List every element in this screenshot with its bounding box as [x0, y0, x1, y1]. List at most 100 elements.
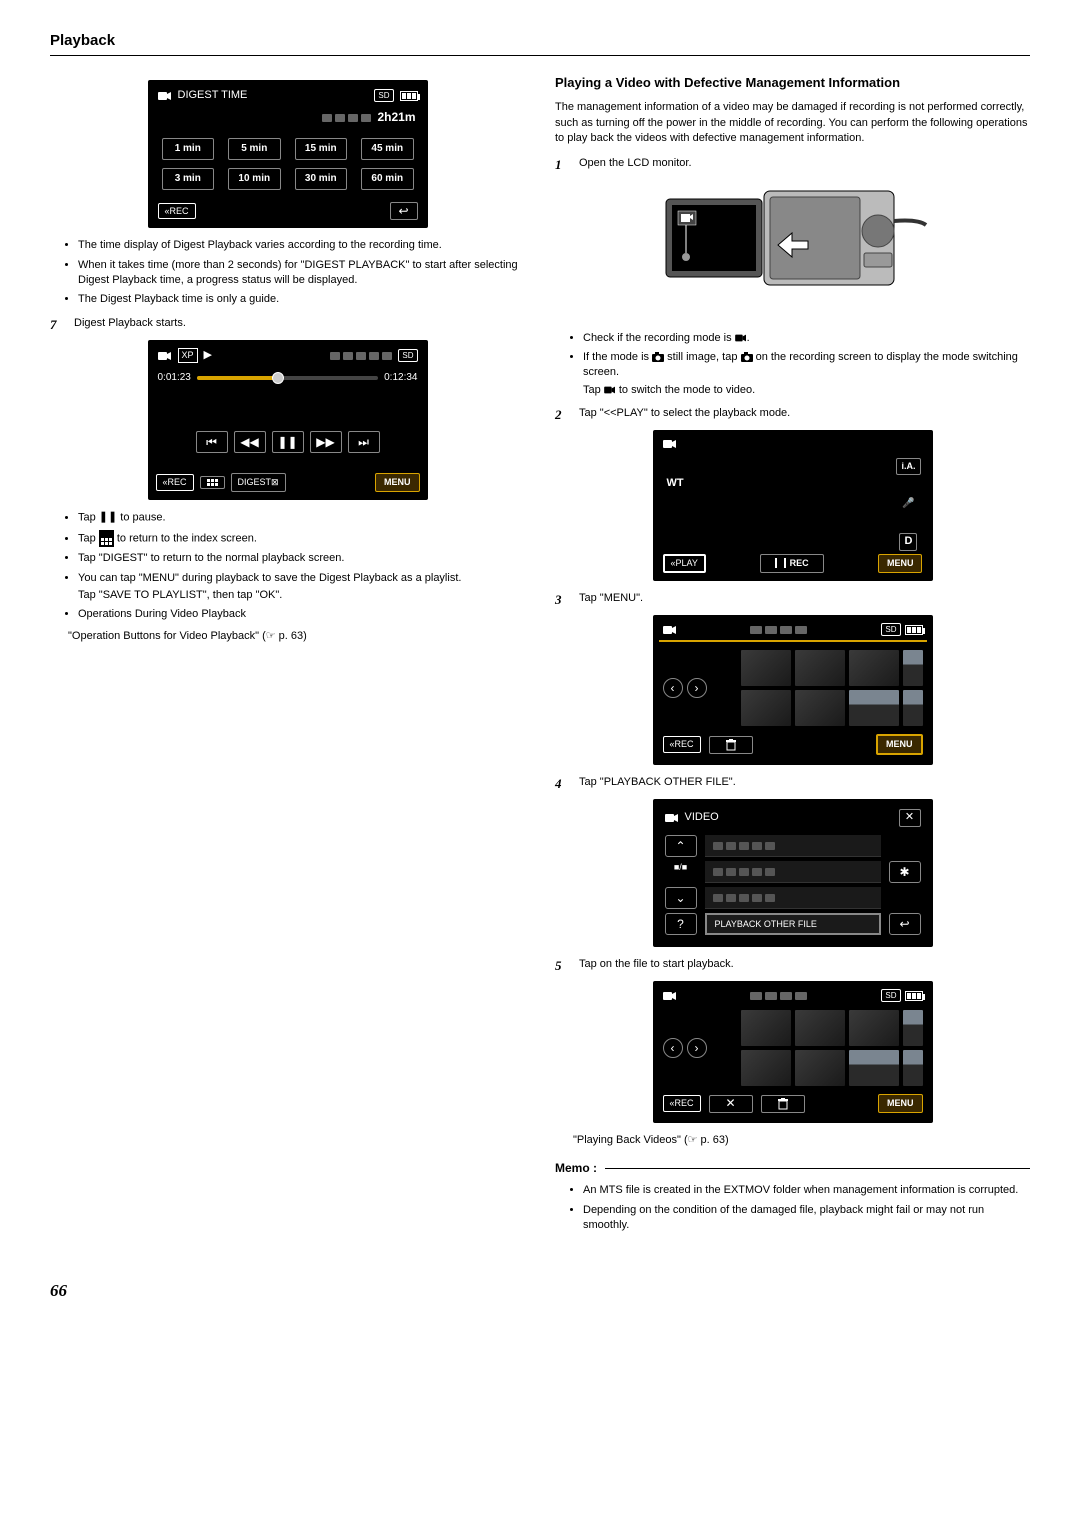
- bullet-item: When it takes time (more than 2 seconds)…: [78, 258, 525, 289]
- bullet-item: The Digest Playback time is only a guide…: [78, 292, 525, 307]
- skip-back-button[interactable]: ⏮: [196, 431, 228, 453]
- controls-row: ⏮ ◀◀ ❚❚ ▶▶ ⏭: [154, 391, 422, 471]
- thumbnail[interactable]: [795, 1050, 845, 1086]
- step-number: 1: [555, 156, 569, 174]
- sd-icon: SD: [881, 989, 900, 1002]
- thumbnail[interactable]: [903, 650, 923, 686]
- elapsed-time: 0:01:23: [158, 371, 191, 385]
- page-indicator: ■/■: [665, 861, 697, 883]
- progress-row: 0:01:23 0:12:34: [154, 365, 422, 391]
- section-heading: Playing a Video with Defective Managemen…: [555, 74, 1030, 92]
- digest-button[interactable]: DIGEST⊠: [231, 473, 286, 492]
- bullet-item: If the mode is still image, tap on the r…: [583, 350, 1030, 398]
- return-button[interactable]: ↩: [390, 202, 418, 220]
- step-text: Open the LCD monitor.: [579, 156, 1030, 174]
- video-icon: [604, 385, 616, 395]
- video-icon: [663, 438, 677, 450]
- rewind-button[interactable]: ◀◀: [234, 431, 266, 453]
- pause-button[interactable]: ❚❚: [272, 431, 304, 453]
- memo-heading: Memo :: [555, 1160, 1030, 1177]
- ia-mode-button[interactable]: i.A.: [896, 458, 920, 475]
- playback-bottom-bar: «REC DIGEST⊠ MENU: [154, 471, 422, 494]
- thumbnail[interactable]: [849, 1050, 899, 1086]
- step-text: Tap "<<PLAY" to select the playback mode…: [579, 406, 1030, 424]
- play-mode-button[interactable]: «PLAY: [663, 554, 706, 573]
- trash-button[interactable]: [709, 736, 753, 754]
- next-page-button[interactable]: ›: [687, 1038, 707, 1058]
- thumbnail[interactable]: [849, 1010, 899, 1046]
- scroll-down-button[interactable]: ⌄: [665, 887, 697, 909]
- rec-button[interactable]: REC: [760, 554, 824, 573]
- menu-item-playback-other[interactable]: PLAYBACK OTHER FILE: [705, 913, 881, 935]
- step-number: 4: [555, 775, 569, 793]
- thumbnail[interactable]: [849, 690, 899, 726]
- step-3: 3 Tap "MENU".: [555, 591, 1030, 609]
- video-menu-body: ⌃ ■/■ ✱ ⌄ ? PLAYBACK OTHER FILE ↩: [659, 831, 927, 941]
- time-option-60min[interactable]: 60 min: [361, 168, 414, 190]
- close-button[interactable]: ✕: [709, 1095, 753, 1113]
- help-button[interactable]: ?: [665, 913, 697, 935]
- thumbnail[interactable]: [795, 1010, 845, 1046]
- settings-button[interactable]: ✱: [889, 861, 921, 883]
- time-option-10min[interactable]: 10 min: [228, 168, 281, 190]
- digest-total-row: 2h21m: [154, 105, 422, 130]
- menu-button[interactable]: MENU: [878, 554, 923, 573]
- return-button[interactable]: ↩: [889, 913, 921, 935]
- step-number: 3: [555, 591, 569, 609]
- thumbnail[interactable]: [903, 690, 923, 726]
- thumbnail[interactable]: [903, 1010, 923, 1046]
- rec-button[interactable]: «REC: [158, 203, 196, 220]
- playback-screen: XP ▶ SD 0:01:23 0:12:34 ⏮ ◀◀ ❚❚ ▶▶ ⏭: [148, 340, 428, 500]
- time-option-5min[interactable]: 5 min: [228, 138, 281, 160]
- forward-button[interactable]: ▶▶: [310, 431, 342, 453]
- menu-button[interactable]: MENU: [878, 1094, 923, 1113]
- bullet-item: Depending on the condition of the damage…: [583, 1203, 1030, 1234]
- time-option-15min[interactable]: 15 min: [295, 138, 348, 160]
- prev-page-button[interactable]: ‹: [663, 678, 683, 698]
- menu-item[interactable]: [705, 887, 881, 909]
- play-icon: ▶: [204, 348, 212, 363]
- index-button[interactable]: [200, 476, 225, 489]
- time-option-30min[interactable]: 30 min: [295, 168, 348, 190]
- skip-fwd-button[interactable]: ⏭: [348, 431, 380, 453]
- d-mode-button[interactable]: D: [899, 533, 917, 551]
- wt-zoom-label: WT: [667, 476, 684, 491]
- scroll-up-button[interactable]: ⌃: [665, 835, 697, 857]
- date-blur: [750, 626, 807, 634]
- video-icon: [158, 350, 172, 362]
- menu-item[interactable]: [705, 861, 881, 883]
- sd-icon: SD: [374, 89, 393, 102]
- time-option-3min[interactable]: 3 min: [162, 168, 215, 190]
- close-button[interactable]: ✕: [899, 809, 921, 827]
- thumbnail[interactable]: [741, 1050, 791, 1086]
- thumbnail[interactable]: [741, 690, 791, 726]
- time-option-45min[interactable]: 45 min: [361, 138, 414, 160]
- rec-bottom-bar: «PLAY REC MENU: [659, 552, 927, 575]
- right-column: Playing a Video with Defective Managemen…: [555, 74, 1030, 1239]
- rec-button[interactable]: «REC: [663, 1095, 701, 1112]
- thumbnail[interactable]: [741, 650, 791, 686]
- next-page-button[interactable]: ›: [687, 678, 707, 698]
- time-option-1min[interactable]: 1 min: [162, 138, 215, 160]
- trash-button[interactable]: [761, 1095, 805, 1113]
- progress-knob[interactable]: [272, 372, 284, 384]
- thumbnail[interactable]: [795, 690, 845, 726]
- prev-page-button[interactable]: ‹: [663, 1038, 683, 1058]
- progress-bar[interactable]: [197, 376, 378, 380]
- step-text: Tap "PLAYBACK OTHER FILE".: [579, 775, 1030, 793]
- menu-button[interactable]: MENU: [375, 473, 420, 492]
- video-icon: [665, 812, 679, 824]
- rec-button[interactable]: «REC: [663, 736, 701, 753]
- menu-item[interactable]: [705, 835, 881, 857]
- rec-button[interactable]: «REC: [156, 474, 194, 491]
- intro-text: The management information of a video ma…: [555, 100, 1030, 146]
- camera-icon: [741, 352, 753, 362]
- thumbnail[interactable]: [795, 650, 845, 686]
- thumbnail[interactable]: [741, 1010, 791, 1046]
- camera-icon: [652, 352, 664, 362]
- step-7: 7 Digest Playback starts.: [50, 316, 525, 334]
- grid-icon: [99, 530, 114, 547]
- menu-button[interactable]: MENU: [876, 734, 923, 755]
- thumbnail[interactable]: [903, 1050, 923, 1086]
- thumbnail[interactable]: [849, 650, 899, 686]
